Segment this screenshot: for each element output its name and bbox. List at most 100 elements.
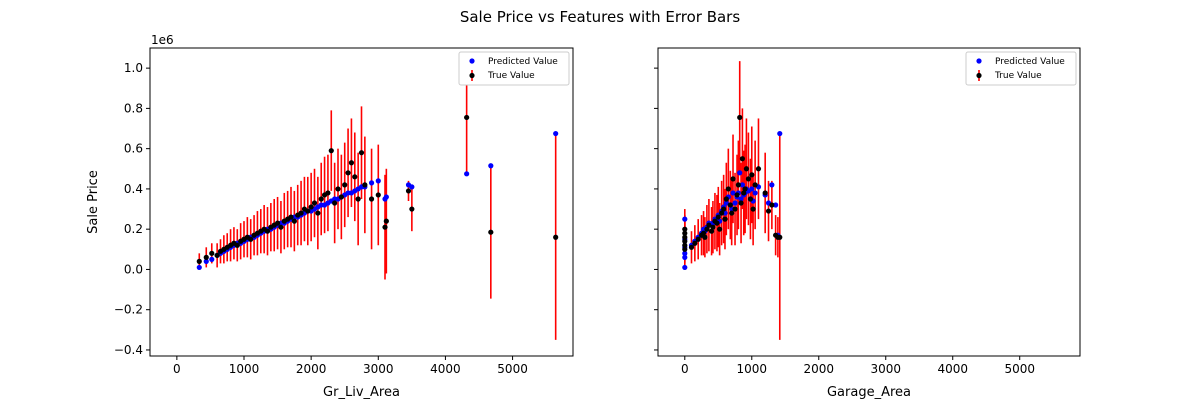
predicted-point <box>723 200 729 206</box>
x-tick-label: 4000 <box>937 362 968 376</box>
true-point <box>762 190 768 196</box>
true-point <box>688 244 695 250</box>
true-point <box>747 196 754 202</box>
plot-garage-area: 0 1000 2000 3000 4000 5000 Garage_Area Predicte… <box>654 47 1081 400</box>
predicted-point <box>732 200 738 206</box>
true-point <box>488 229 494 235</box>
true-point <box>318 196 324 202</box>
true-point <box>332 200 338 206</box>
x-tick-label: 5000 <box>1004 362 1035 376</box>
predicted-point <box>383 194 389 200</box>
true-point <box>358 150 365 156</box>
true-point <box>328 148 334 154</box>
true-point <box>750 206 756 212</box>
true-point <box>692 240 698 246</box>
true-point <box>248 236 254 242</box>
true-point <box>375 192 381 198</box>
true-point <box>765 208 772 214</box>
true-point <box>362 182 368 188</box>
predicted-point <box>773 202 779 208</box>
x-tick-label: 1000 <box>229 362 260 376</box>
true-point <box>738 200 744 206</box>
predicted-point <box>488 163 494 169</box>
predicted-point <box>682 254 688 260</box>
legend-true-marker <box>469 72 475 79</box>
true-point <box>348 160 355 166</box>
legend-box <box>458 51 570 86</box>
true-point <box>745 176 752 182</box>
true-point <box>708 228 715 234</box>
x-axis-label: Garage_Area <box>827 385 911 400</box>
true-point <box>368 196 375 202</box>
true-point <box>288 214 294 220</box>
true-point <box>695 236 701 242</box>
true-point <box>325 190 331 196</box>
predicted-point <box>737 170 743 176</box>
legend-true-marker <box>976 72 982 79</box>
y-tick-label: 0.6 <box>124 142 143 156</box>
true-point <box>743 166 750 172</box>
true-point <box>739 156 746 162</box>
y-tick-label: −0.2 <box>114 303 143 317</box>
true-point <box>741 190 747 196</box>
predicted-point <box>375 178 381 184</box>
x-tick-label: 4000 <box>430 362 461 376</box>
legend-predicted-marker <box>976 58 982 64</box>
y-tick-label: 0.2 <box>124 222 143 236</box>
predicted-point <box>682 216 688 222</box>
x-tick-label: 0 <box>681 362 689 376</box>
predicted-point <box>203 258 209 264</box>
true-point <box>719 210 725 216</box>
true-point <box>702 234 708 240</box>
true-point <box>209 250 215 256</box>
true-point <box>725 186 731 192</box>
legend: Predicted Value True Value <box>458 51 570 86</box>
true-point <box>682 246 688 252</box>
predicted-point <box>738 196 744 202</box>
true-point <box>682 242 688 248</box>
true-point <box>714 220 720 226</box>
predicted-point <box>749 186 755 192</box>
true-point <box>749 172 755 178</box>
true-point <box>727 202 733 208</box>
legend-true-label: True Value <box>487 71 535 81</box>
y-axis-label: Sale Price <box>86 170 101 234</box>
true-point <box>203 254 209 260</box>
true-point <box>298 210 304 216</box>
true-point <box>730 176 736 182</box>
true-point <box>742 186 748 192</box>
true-point <box>710 224 716 230</box>
plot-area <box>682 61 783 340</box>
true-point <box>729 210 735 216</box>
legend-box <box>965 51 1077 86</box>
axes-frame <box>657 47 1081 357</box>
true-point <box>706 222 712 228</box>
predicted-point <box>368 180 375 186</box>
true-point <box>553 234 559 240</box>
predicted-point <box>682 264 688 271</box>
x-tick-label: 1000 <box>737 362 768 376</box>
true-point <box>721 206 727 212</box>
true-point <box>409 206 415 212</box>
predicted-point <box>730 190 736 196</box>
x-tick-label: 2000 <box>803 362 834 376</box>
legend-predicted-label: Predicted Value <box>995 57 1065 67</box>
true-point <box>732 206 738 212</box>
true-point <box>722 216 728 222</box>
true-point <box>305 208 311 214</box>
true-point <box>777 234 783 240</box>
true-point <box>382 224 388 230</box>
x-axis-label: Gr_Liv_Area <box>323 385 400 400</box>
true-point <box>278 224 284 230</box>
legend: Predicted Value True Value <box>965 51 1077 86</box>
true-point <box>315 210 321 216</box>
true-point <box>734 192 740 198</box>
true-point <box>196 258 202 264</box>
true-point <box>234 242 240 248</box>
legend-predicted-marker <box>469 58 475 64</box>
predicted-point <box>409 184 415 190</box>
y-tick-label: 0.4 <box>124 182 143 196</box>
y-tick-label: 0.0 <box>124 262 143 276</box>
predicted-point <box>464 171 470 177</box>
